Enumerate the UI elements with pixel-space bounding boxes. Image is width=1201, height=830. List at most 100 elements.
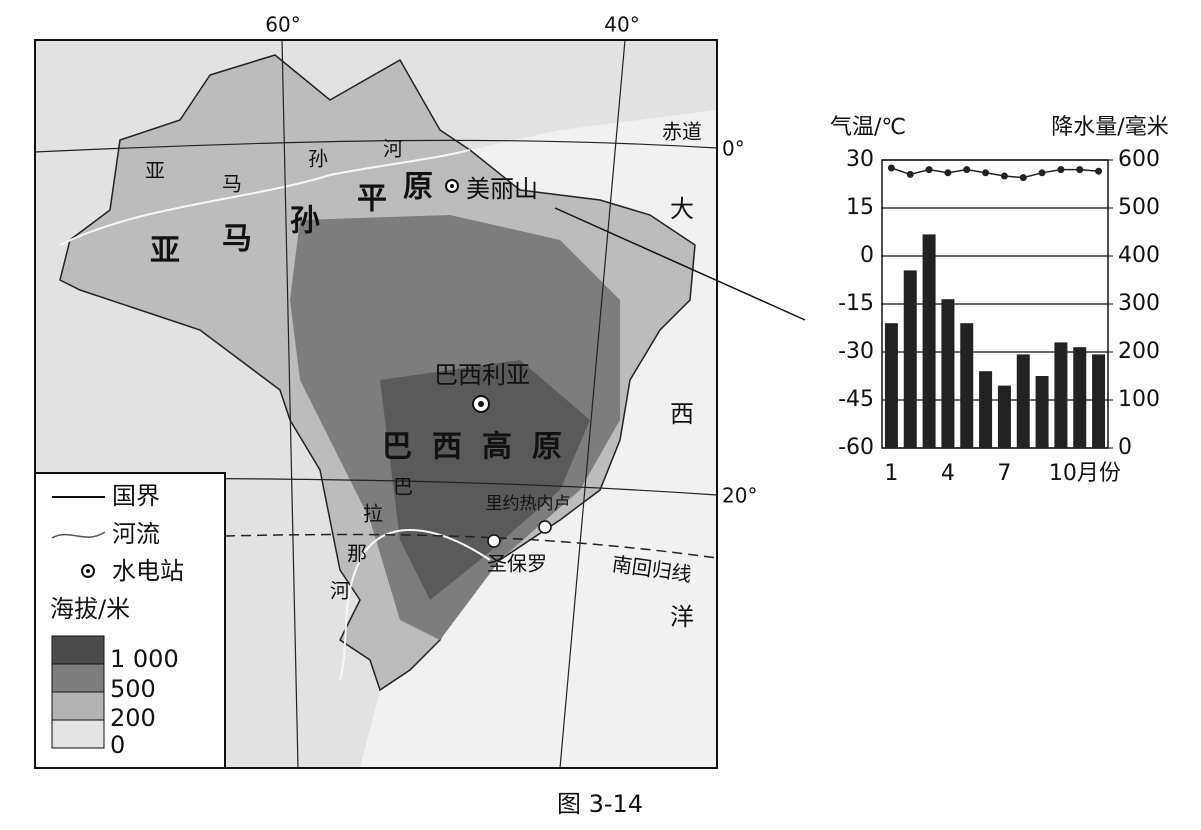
city-label: 里约热内卢	[486, 494, 571, 514]
elevation-label: 1 000	[110, 645, 179, 673]
legend-hydro-center	[86, 569, 90, 573]
river-char: 马	[222, 172, 242, 196]
temperature-point	[1076, 166, 1084, 174]
bar	[960, 323, 974, 448]
temperature-point	[1019, 174, 1027, 182]
plateau-label: 巴西高原	[382, 430, 582, 465]
bar	[997, 385, 1011, 448]
plain-label: 亚 马 孙 平 原	[150, 170, 433, 269]
high-plateau-area	[380, 360, 590, 600]
legend-river-symbol	[51, 531, 106, 539]
bar	[979, 371, 993, 448]
legend-label: 国界	[112, 482, 160, 510]
parallel-label: 0°	[722, 137, 745, 161]
equator-line	[35, 139, 717, 153]
river-char: 河	[383, 137, 403, 161]
plot-frame	[881, 159, 1109, 449]
y2-tick-label: 300	[1118, 291, 1160, 316]
map-frame	[34, 39, 718, 769]
river-label: 亚 马 孙 河 巴 拉 那 河	[145, 137, 413, 603]
y-tick-label: 30	[846, 147, 874, 172]
y-tick-label: 15	[846, 195, 874, 220]
bar	[1073, 347, 1087, 448]
city-dot	[538, 520, 552, 534]
river-char: 亚	[145, 159, 165, 183]
temperature-point	[982, 169, 990, 177]
ocean-char: 西	[670, 400, 694, 428]
meridian-label: 60°	[265, 13, 300, 37]
y-tick-label: -60	[838, 435, 874, 460]
river-char: 孙	[308, 147, 328, 171]
y2-tick-label: 600	[1118, 147, 1160, 172]
city-dot	[487, 534, 501, 548]
bar	[884, 323, 898, 448]
temperature-point	[944, 169, 952, 177]
plain-char: 亚	[150, 234, 180, 269]
y2-tick-label: 100	[1118, 387, 1160, 412]
bar	[903, 270, 917, 448]
y-tick-label: -30	[838, 339, 874, 364]
river-char: 河	[330, 579, 350, 603]
temperature-point	[1095, 167, 1103, 175]
bar	[1016, 354, 1030, 448]
plain-char: 原	[403, 170, 433, 205]
x-tick-label: 10月份	[1049, 461, 1121, 486]
bar	[1035, 376, 1049, 448]
y2-tick-label: 400	[1118, 243, 1160, 268]
temperature-point	[887, 164, 895, 172]
parallel-label: 20°	[722, 484, 757, 508]
elevation-label: 0	[110, 731, 125, 759]
tropic-line	[224, 533, 717, 559]
y-tick-label: 0	[860, 243, 874, 268]
elevation-label: 200	[110, 704, 156, 732]
equator-label: 赤道	[662, 120, 702, 144]
legend-title: 海拔/米	[50, 595, 130, 623]
temperature-line	[891, 167, 1099, 179]
river-char: 那	[347, 542, 367, 566]
legend-label: 水电站	[112, 557, 184, 585]
bar	[941, 299, 955, 448]
x-tick-label: 7	[997, 461, 1011, 486]
temperature-point	[925, 166, 933, 174]
legend-label: 河流	[112, 520, 160, 548]
river-char: 巴	[393, 475, 413, 499]
y2-tick-label: 200	[1118, 339, 1160, 364]
y2-axis-title: 降水量/毫米	[1051, 115, 1168, 140]
elevation-label: 500	[110, 675, 156, 703]
y-axis-title: 气温/℃	[830, 115, 906, 140]
leader-line	[554, 207, 806, 321]
city-label: 圣保罗	[487, 552, 547, 576]
temperature-point	[1057, 166, 1065, 174]
capital-icon-center	[478, 401, 484, 407]
y2-tick-label: 500	[1118, 195, 1160, 220]
elevation-swatch	[51, 663, 105, 693]
amazon-river	[59, 149, 471, 246]
legend: 国界 河流 水电站 海拔/米 1 000 500 200 0	[34, 472, 226, 769]
elevation-swatch	[51, 635, 105, 665]
elevation-swatch	[51, 719, 105, 749]
caption: 图 3-14	[557, 790, 643, 818]
river-char: 拉	[363, 502, 383, 526]
temperature-point	[906, 170, 914, 178]
temperature-point	[1038, 169, 1046, 177]
capital-label: 巴西利亚	[434, 361, 530, 389]
plain-char: 孙	[290, 204, 320, 239]
x-tick-label: 1	[884, 461, 898, 486]
elevation-swatch	[51, 691, 105, 721]
y-tick-label: -45	[838, 387, 874, 412]
meridian-label: 40°	[604, 13, 639, 37]
ocean-label: 大 西 洋	[670, 195, 694, 631]
hydro-label: 美丽山	[466, 175, 538, 203]
bar	[1054, 342, 1068, 448]
temperature-point	[963, 166, 971, 174]
ocean-char: 洋	[670, 603, 694, 631]
x-tick-label: 4	[941, 461, 955, 486]
hydro-icon-center	[450, 184, 454, 188]
meridian-60	[281, 40, 299, 768]
y2-tick-label: 0	[1118, 435, 1132, 460]
bar	[1092, 354, 1106, 448]
y-tick-label: -15	[838, 291, 874, 316]
plain-char: 马	[222, 222, 252, 257]
